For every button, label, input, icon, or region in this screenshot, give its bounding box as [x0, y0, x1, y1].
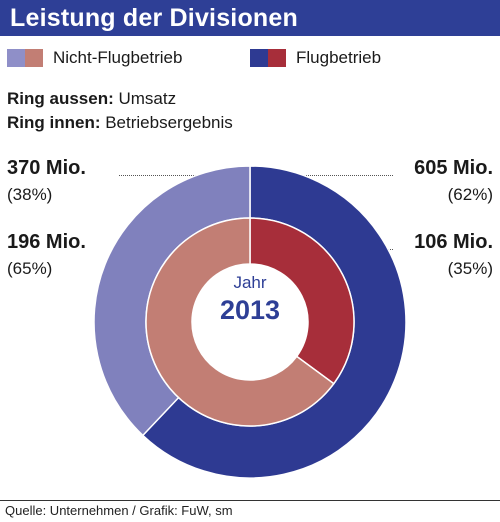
legend-item-nicht-flugbetrieb: Nicht-Flugbetrieb [7, 47, 182, 69]
ring-outer-definition: Ring aussen: Umsatz [7, 89, 176, 109]
data-label-outer-nicht-flugbetrieb-percent: (38%) [7, 185, 53, 204]
ring-outer-value: Umsatz [118, 89, 177, 108]
leader-line-outer-right [258, 175, 393, 176]
legend-label-nicht-flugbetrieb: Nicht-Flugbetrieb [53, 48, 183, 67]
legend-swatch-flugbetrieb-outer [250, 49, 268, 67]
chart-title: Leistung der Divisionen [10, 4, 298, 32]
data-label-outer-flugbetrieb-value: 605 Mio. [414, 157, 493, 179]
footer-divider [0, 500, 500, 501]
title-bar: Leistung der Divisionen [0, 0, 500, 36]
legend-swatch-nicht-flugbetrieb-outer [7, 49, 25, 67]
ring-outer-key: Ring aussen: [7, 89, 114, 108]
legend-label-flugbetrieb: Flugbetrieb [296, 48, 382, 67]
legend-swatch-nicht-flugbetrieb-inner [25, 49, 43, 67]
legend-item-flugbetrieb: Flugbetrieb [250, 47, 381, 69]
leader-line-outer-left [119, 175, 240, 176]
ring-inner-definition: Ring innen: Betriebsergebnis [7, 113, 233, 133]
ring-inner-value: Betriebsergebnis [105, 113, 233, 132]
center-year-label: Jahr [233, 273, 267, 292]
source-credit: Quelle: Unternehmen / Grafik: FuW, sm [5, 503, 233, 518]
data-label-inner-flugbetrieb-percent: (35%) [447, 259, 493, 278]
ring-inner-key: Ring innen: [7, 113, 101, 132]
legend-swatch-flugbetrieb-inner [268, 49, 286, 67]
center-year: 2013 [219, 295, 281, 325]
donut-center-hole [192, 264, 308, 380]
data-label-outer-nicht-flugbetrieb-value: 370 Mio. [7, 157, 86, 179]
data-label-inner-nicht-flugbetrieb-percent: (65%) [7, 259, 53, 278]
data-label-outer-flugbetrieb-percent: (62%) [447, 185, 493, 204]
data-label-inner-nicht-flugbetrieb-value: 196 Mio. [7, 231, 86, 253]
data-label-inner-flugbetrieb-value: 106 Mio. [414, 231, 493, 253]
